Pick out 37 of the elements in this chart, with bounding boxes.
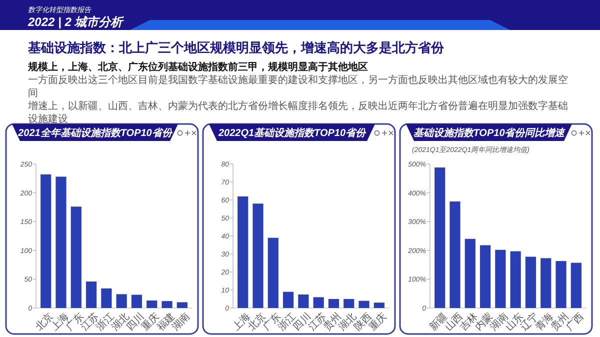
bar bbox=[56, 176, 66, 308]
bar bbox=[268, 238, 278, 308]
bar bbox=[450, 201, 460, 308]
text: 基础设施指数：北上广三个地区规模明显领先，增速高的大多是北方省份 bbox=[27, 40, 445, 55]
bar bbox=[510, 251, 521, 308]
bar bbox=[374, 302, 384, 308]
bar bbox=[162, 301, 172, 308]
text: 一方面反映出这三个地区目前是我国数字基础设施最重要的建设和支撑地区，另一方面也反映出其他区域也有较大的发展空间 bbox=[28, 74, 568, 99]
bar bbox=[116, 294, 127, 308]
bar bbox=[86, 282, 97, 308]
bar bbox=[540, 258, 552, 308]
bar bbox=[570, 262, 582, 308]
bar bbox=[358, 300, 370, 308]
bar bbox=[556, 261, 566, 308]
bar bbox=[252, 204, 264, 308]
chart-title: 基础设施指数TOP10省份同比增速 bbox=[413, 127, 566, 139]
bar bbox=[480, 245, 491, 308]
bar bbox=[525, 256, 536, 308]
bar bbox=[238, 196, 248, 308]
text: 增速上，以新疆、山西、吉林、内蒙为代表的北方省份增长幅度排名领先，反映出近两年北方省份普遍在明显加强数字基础设施建设 bbox=[27, 100, 568, 125]
bar bbox=[40, 174, 52, 308]
bar bbox=[282, 292, 294, 308]
bar bbox=[495, 250, 506, 308]
bar bbox=[464, 238, 476, 308]
bar bbox=[313, 297, 324, 308]
bar bbox=[434, 167, 446, 308]
bar bbox=[328, 299, 340, 308]
bar bbox=[70, 206, 82, 308]
bar bbox=[131, 294, 142, 308]
text: 规模上，上海、北京、广东位列基础设施指数前三甲，规模明显高于其他地区 bbox=[27, 61, 368, 73]
bar bbox=[101, 288, 112, 308]
chart-title: 2022Q1基础设施指数TOP10省份 bbox=[217, 127, 367, 139]
bar bbox=[298, 294, 309, 308]
bar bbox=[146, 300, 158, 308]
bar bbox=[176, 302, 188, 308]
bar bbox=[344, 299, 354, 308]
chart-title: 2021全年基础设施指数TOP10省份 bbox=[17, 127, 173, 139]
